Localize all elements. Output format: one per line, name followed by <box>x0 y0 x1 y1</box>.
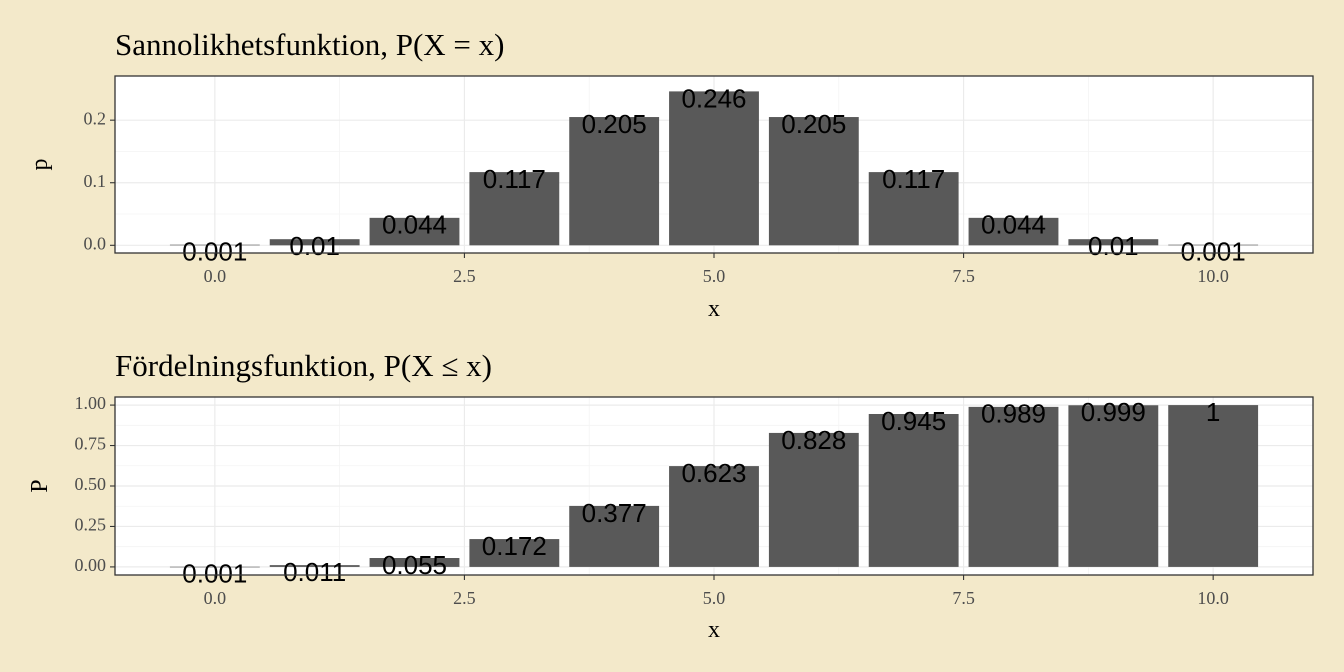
x-tick-label: 2.5 <box>453 588 476 608</box>
bar <box>269 565 360 567</box>
y-tick-label: 0.0 <box>84 233 107 253</box>
y-tick-label: 0.25 <box>75 515 107 535</box>
data-label: 0.828 <box>781 425 846 455</box>
bar <box>369 217 460 246</box>
bar <box>369 558 460 567</box>
y-tick-label: 0.2 <box>84 108 107 128</box>
y-tick-label: 0.50 <box>75 474 107 494</box>
bar <box>1068 239 1159 246</box>
bar <box>469 172 560 246</box>
bar <box>469 539 560 567</box>
bar <box>1168 244 1259 246</box>
y-axis-label: P <box>27 479 53 492</box>
x-axis-label: x <box>708 617 720 643</box>
data-label: 0.044 <box>382 210 447 240</box>
bar <box>1168 405 1259 567</box>
x-tick-label: 7.5 <box>952 588 975 608</box>
data-label: 0.001 <box>182 559 247 589</box>
y-tick-label: 0.75 <box>75 434 107 454</box>
bar <box>968 406 1059 567</box>
bar <box>569 117 660 246</box>
chart-1: Sannolikhetsfunktion, P(X = x)0.001 0.010… <box>27 27 1314 322</box>
data-label: 0.011 <box>283 557 346 587</box>
data-label: 0.117 <box>882 164 945 194</box>
chart-2: Fördelningsfunktion, P(X ≤ x)0.001 0.011 0… <box>27 348 1314 643</box>
data-label: 0.001 <box>182 237 247 267</box>
data-label: 0.999 <box>1081 397 1146 427</box>
bar <box>868 413 959 567</box>
y-tick-label: 0.00 <box>75 555 107 575</box>
data-label: 0.205 <box>781 109 846 139</box>
data-label: 0.377 <box>582 498 647 528</box>
x-tick-label: 10.0 <box>1197 266 1229 286</box>
data-label: 0.044 <box>981 210 1046 240</box>
data-label: 0.246 <box>681 83 746 113</box>
data-label: 0.623 <box>681 458 746 488</box>
bar <box>569 505 660 567</box>
data-label: 0.01 <box>1088 231 1139 261</box>
data-label: 0.945 <box>881 406 946 436</box>
bar <box>1068 405 1159 567</box>
data-label: 0.117 <box>483 164 546 194</box>
bar <box>169 244 260 246</box>
y-tick-label: 1.00 <box>75 393 107 413</box>
data-label: 0.01 <box>289 231 340 261</box>
bar <box>269 239 360 246</box>
x-tick-label: 2.5 <box>453 266 476 286</box>
x-tick-label: 5.0 <box>703 588 726 608</box>
data-label: 0.172 <box>482 531 547 561</box>
y-tick-label: 0.1 <box>84 171 107 191</box>
x-axis-label: x <box>708 296 720 322</box>
data-label: 1 <box>1206 397 1220 427</box>
bar <box>169 566 260 568</box>
bar <box>968 217 1059 246</box>
bar <box>768 432 859 567</box>
x-tick-label: 10.0 <box>1197 588 1229 608</box>
chart-title: Sannolikhetsfunktion, P(X = x) <box>115 27 504 62</box>
x-tick-label: 0.0 <box>204 266 227 286</box>
data-label: 0.205 <box>582 109 647 139</box>
x-tick-label: 5.0 <box>703 266 726 286</box>
bar <box>669 466 759 567</box>
data-label: 0.989 <box>981 399 1046 429</box>
x-tick-label: 0.0 <box>204 588 227 608</box>
bar <box>669 91 759 246</box>
y-axis-label: p <box>27 159 53 171</box>
bar <box>768 117 859 246</box>
x-tick-label: 7.5 <box>952 266 975 286</box>
chart-title: Fördelningsfunktion, P(X ≤ x) <box>115 348 492 383</box>
bar <box>868 172 959 246</box>
data-label: 0.001 <box>1181 237 1246 267</box>
